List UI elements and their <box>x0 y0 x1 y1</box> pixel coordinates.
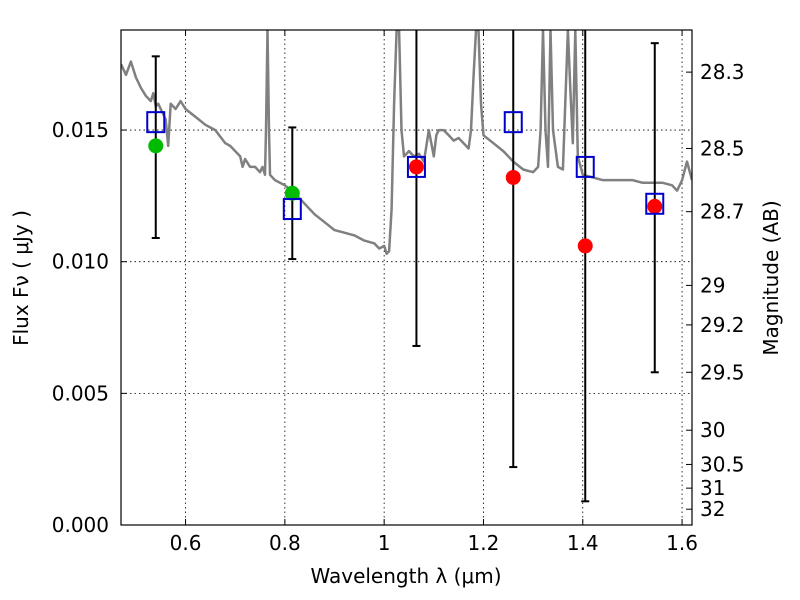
model-point-square <box>503 111 523 134</box>
model-point-square <box>282 198 302 221</box>
data-point-detection <box>284 185 300 201</box>
x-tick-label: 1.2 <box>468 531 500 555</box>
y2-tick-label: 28.5 <box>700 136 745 160</box>
y2-tick-label: 31 <box>700 476 725 500</box>
plot-data <box>121 30 692 503</box>
data-point-detection <box>148 138 164 154</box>
y2-tick-label: 29.5 <box>700 360 745 384</box>
x-tick-label: 1.6 <box>666 531 698 555</box>
x-tick-label: 1 <box>378 531 391 555</box>
x-tick-label: 0.6 <box>170 531 202 555</box>
model-point-square <box>645 192 665 215</box>
clipped-data <box>121 30 692 256</box>
y2-tick-label: 29 <box>700 273 725 297</box>
model-point-square <box>146 111 166 134</box>
y-tick-label: 0.015 <box>52 118 109 142</box>
x-axis-label: Wavelength λ (μm) <box>310 564 501 588</box>
model-point-square <box>406 155 426 178</box>
y-tick-label: 0.000 <box>52 513 109 537</box>
y2-tick-label: 29.2 <box>700 313 745 337</box>
data-point-upper-limit <box>408 159 424 175</box>
x-tick-label: 1.4 <box>567 531 599 555</box>
data-point-upper-limit <box>647 198 663 214</box>
axes: 0.6 0.8 1 1.2 1.4 1.6 0.000 0.005 0.010 0.015 28.3… <box>52 30 745 555</box>
x-tick-label: 0.8 <box>269 531 301 555</box>
data-point-upper-limit <box>505 169 521 185</box>
y2-axis-label: Magnitude (AB) <box>759 200 783 355</box>
model-point-square <box>575 155 595 178</box>
y2-tick-label: 30 <box>700 418 725 442</box>
y-tick-label: 0.005 <box>52 381 109 405</box>
plot-frame <box>120 29 693 526</box>
data-point-upper-limit <box>577 238 593 254</box>
y2-tick-label: 28.3 <box>700 60 745 84</box>
y-axis-label: Flux Fν ( μJy ) <box>9 210 33 346</box>
y2-tick-label: 32 <box>700 497 725 521</box>
grid-lines <box>121 30 692 526</box>
spectrum-line <box>121 30 692 256</box>
y2-tick-label: 28.7 <box>700 200 745 224</box>
y-tick-label: 0.010 <box>52 250 109 274</box>
y2-tick-label: 30.5 <box>700 452 745 476</box>
